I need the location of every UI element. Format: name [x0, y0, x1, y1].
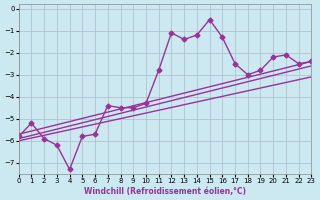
X-axis label: Windchill (Refroidissement éolien,°C): Windchill (Refroidissement éolien,°C) [84, 187, 246, 196]
